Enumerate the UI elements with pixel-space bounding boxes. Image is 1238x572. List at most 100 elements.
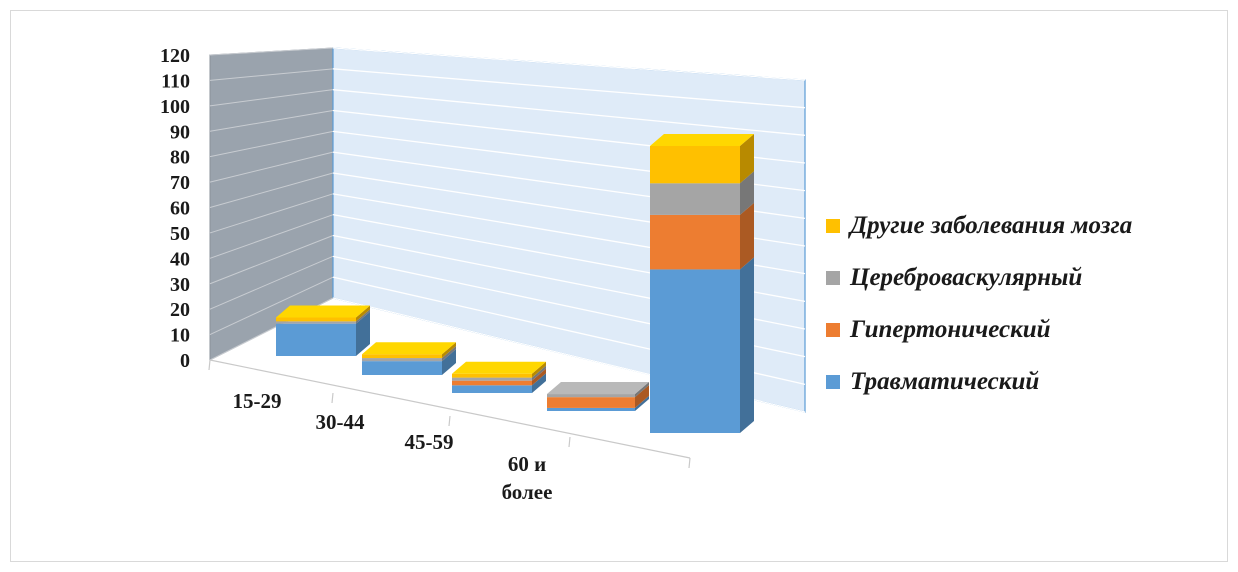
bar-segment <box>547 394 635 398</box>
y-tick-label: 40 <box>170 248 190 270</box>
bar-stack <box>362 342 456 375</box>
bar-segment-side <box>740 134 754 184</box>
bar-segment <box>452 385 532 393</box>
gridline-side <box>209 172 334 208</box>
y-tick-label: 110 <box>161 70 190 92</box>
bar-segment <box>362 354 442 359</box>
bar-segment <box>650 146 740 184</box>
bar-segment-side <box>532 373 546 393</box>
x-axis-tick <box>448 415 451 427</box>
legend-label: Цереброваскулярный <box>850 264 1083 291</box>
bar-segment-side <box>740 202 754 270</box>
gridline-side <box>209 255 334 310</box>
y-tick-label: 10 <box>170 325 190 347</box>
x-category-label: 45-59 <box>405 430 454 454</box>
bar-segment <box>547 407 635 411</box>
x-category-label: более <box>502 480 553 504</box>
legend-swatch <box>826 271 840 285</box>
bar-top <box>276 305 370 318</box>
bar-segment <box>452 377 532 381</box>
legend-label: Травматический <box>850 368 1040 395</box>
bar-top <box>362 342 456 355</box>
gridline-side <box>209 276 334 336</box>
bar-segment-side <box>442 342 456 359</box>
gridline-side <box>209 193 334 234</box>
gridline-side <box>209 130 334 158</box>
legend-swatch <box>826 375 840 389</box>
gridline-side <box>209 235 334 285</box>
bar-segment-side <box>442 349 456 375</box>
legend-label: Гипертонический <box>850 316 1051 343</box>
bar-stack <box>650 134 754 433</box>
x-category-label: 60 и <box>508 452 546 476</box>
x-axis-tick <box>568 436 571 448</box>
legend-item: Травматический <box>826 356 1226 408</box>
bar-segment-side <box>356 311 370 356</box>
bar-segment-side <box>635 382 649 398</box>
y-tick-label: 120 <box>160 45 190 67</box>
y-tick-label: 20 <box>170 299 190 321</box>
legend-swatch <box>826 219 840 233</box>
bar-segment <box>276 323 356 356</box>
bar-segment <box>362 358 442 362</box>
y-tick-label: 60 <box>170 198 190 220</box>
x-axis-line <box>209 359 691 459</box>
bar-segment-side <box>740 171 754 215</box>
bar-segment <box>650 269 740 433</box>
x-axis-labels: 15-29 30-44 45-59 60 и более <box>233 389 553 504</box>
gridline-back <box>332 89 806 136</box>
bar-segment <box>362 361 442 375</box>
bar-segment <box>276 321 356 324</box>
bar-segment-side <box>356 309 370 324</box>
x-category-label: 30-44 <box>316 410 365 434</box>
bar-segment <box>650 214 740 270</box>
chart-legend: Другие заболевания мозга Цереброваскулярн… <box>826 200 1226 408</box>
y-tick-label: 50 <box>170 223 190 245</box>
y-tick-label: 70 <box>170 172 190 194</box>
x-axis-tick <box>208 359 211 371</box>
bar-top <box>547 382 649 395</box>
bar-segment <box>276 317 356 322</box>
y-axis-ticks: 0 10 20 30 40 50 60 70 80 90 100 110 120 <box>160 45 190 372</box>
bar-segment-side <box>532 361 546 378</box>
bar-segment-side <box>635 385 649 408</box>
gridline-back <box>332 68 806 109</box>
bar-segment-side <box>532 368 546 386</box>
x-category-label: 15-29 <box>233 389 282 413</box>
bar-segment <box>650 183 740 215</box>
gridline-side <box>209 68 334 81</box>
bar-segment <box>452 380 532 386</box>
y-tick-label: 100 <box>160 96 190 118</box>
gridline-side <box>209 151 334 183</box>
gridline-back <box>332 47 806 81</box>
bar-segment <box>547 397 635 408</box>
gridline-side <box>209 110 334 132</box>
y-tick-label: 90 <box>170 121 190 143</box>
legend-label: Другие заболевания мозга <box>850 212 1133 239</box>
x-axis-tick <box>331 392 334 404</box>
bar-segment-side <box>740 257 754 433</box>
y-tick-label: 0 <box>180 350 190 372</box>
bar-stack <box>452 361 546 393</box>
gridline-side <box>209 214 334 259</box>
legend-swatch <box>826 323 840 337</box>
bar-stacks <box>276 134 754 433</box>
bar-segment-side <box>532 365 546 381</box>
y-tick-label: 80 <box>170 147 190 169</box>
bar-stack <box>547 382 649 411</box>
legend-item: Гипертонический <box>826 304 1226 356</box>
legend-item: Цереброваскулярный <box>826 252 1226 304</box>
x-axis-tick <box>688 457 691 469</box>
gridline-side <box>209 89 334 107</box>
gridline-side <box>209 47 334 56</box>
y-tick-label: 30 <box>170 274 190 296</box>
bar-segment-side <box>442 346 456 362</box>
bar-segment <box>452 373 532 378</box>
bar-top <box>650 134 754 146</box>
bar-segment-side <box>356 305 370 322</box>
legend-item: Другие заболевания мозга <box>826 200 1226 252</box>
bar-stack <box>276 305 370 356</box>
bar-segment-side <box>635 395 649 411</box>
bar-top <box>452 361 546 374</box>
